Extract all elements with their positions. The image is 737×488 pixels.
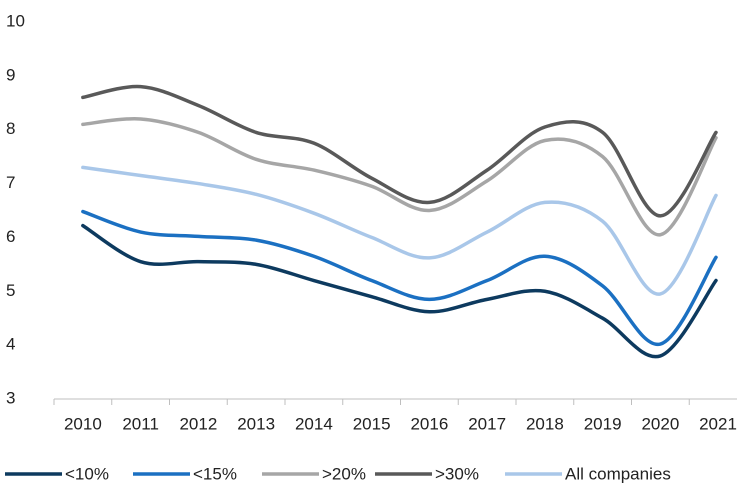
y-tick-label: 8 — [6, 119, 15, 138]
x-tick-label: 2021 — [699, 414, 737, 433]
legend-label: <10% — [65, 464, 109, 483]
x-tick-label: 2013 — [237, 414, 275, 433]
x-tick-label: 2011 — [122, 414, 159, 433]
y-tick-label: 10 — [6, 11, 25, 30]
series-line — [81, 223, 718, 359]
x-tick-label: 2019 — [584, 414, 622, 433]
x-tick-label: 2017 — [468, 414, 506, 433]
legend-label: <15% — [193, 464, 237, 483]
y-tick-label: 6 — [6, 227, 15, 246]
series-line — [81, 117, 718, 237]
x-tick-label: 2014 — [295, 414, 333, 433]
y-tick-label: 5 — [6, 281, 15, 300]
series-line — [81, 209, 718, 346]
y-tick-label: 4 — [6, 335, 15, 354]
y-tick-label: 3 — [6, 388, 15, 407]
legend-label: >30% — [435, 464, 479, 483]
legend-label: All companies — [565, 464, 671, 483]
series-line — [81, 84, 718, 218]
x-tick-label: 2015 — [353, 414, 391, 433]
x-tick-label: 2012 — [179, 414, 217, 433]
legend-label: >20% — [322, 464, 366, 483]
x-tick-label: 2018 — [526, 414, 564, 433]
x-tick-label: 2020 — [641, 414, 679, 433]
x-tick-label: 2010 — [64, 414, 102, 433]
y-tick-label: 7 — [6, 173, 15, 192]
series-line — [81, 165, 718, 296]
y-tick-label: 9 — [6, 65, 15, 84]
x-tick-label: 2016 — [410, 414, 448, 433]
